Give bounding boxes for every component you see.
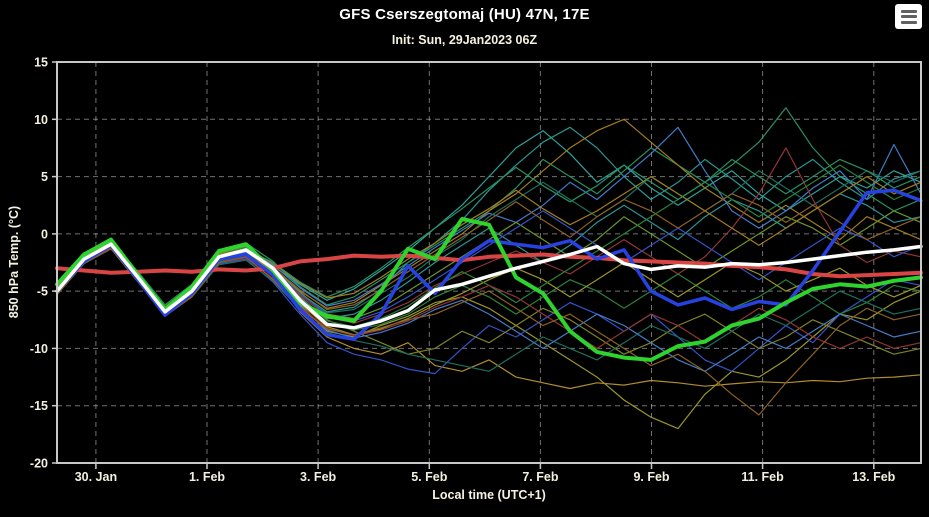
- ensemble-member-line: [56, 126, 922, 309]
- axis-ticks: 30. Jan 1. Feb 3. Feb 5. Feb 7. Feb 9. Feb 11.…: [30, 56, 896, 485]
- y-tick-label: 15: [34, 56, 48, 70]
- y-axis-title: 850 hPa Temp. (°C): [7, 205, 21, 319]
- y-tick-label: 0: [41, 227, 48, 241]
- ensemble-member-line: [56, 248, 922, 372]
- plot-frame: [56, 61, 922, 464]
- ensemble-member-line: [56, 248, 922, 416]
- x-tick-label: 30. Jan: [75, 470, 117, 484]
- main-lines: [55, 188, 923, 362]
- y-tick-label: -20: [30, 457, 48, 471]
- x-tick-label: 7. Feb: [522, 470, 558, 484]
- y-tick-label: -10: [30, 342, 48, 356]
- ensemble-member-lines: [56, 107, 922, 430]
- x-tick-label: 13. Feb: [852, 470, 895, 484]
- chart-title: GFS Cserszegtomaj (HU) 47N, 17E: [339, 6, 590, 23]
- x-tick-label: 11. Feb: [741, 470, 784, 484]
- x-tick-label: 1. Feb: [189, 470, 225, 484]
- y-tick-label: 10: [34, 113, 48, 127]
- ensemble-member-line: [56, 242, 922, 390]
- chart-menu-button[interactable]: [895, 4, 922, 29]
- x-axis-title: Local time (UTC+1): [432, 488, 546, 502]
- x-tick-label: 5. Feb: [411, 470, 447, 484]
- hamburger-icon: [900, 9, 917, 13]
- y-tick-label: -15: [30, 399, 48, 413]
- x-tick-label: 9. Feb: [633, 470, 669, 484]
- thick-white-mean-line: [55, 242, 923, 330]
- thick-red-climate-line: [55, 252, 923, 279]
- y-tick-label: 5: [41, 170, 48, 184]
- thick-green-operational-line: [55, 217, 923, 362]
- ensemble-member-line: [56, 158, 922, 311]
- x-tick-label: 3. Feb: [300, 470, 336, 484]
- y-tick-label: -5: [37, 285, 48, 299]
- chart-subtitle: Init: Sun, 29Jan2023 06Z: [391, 33, 538, 47]
